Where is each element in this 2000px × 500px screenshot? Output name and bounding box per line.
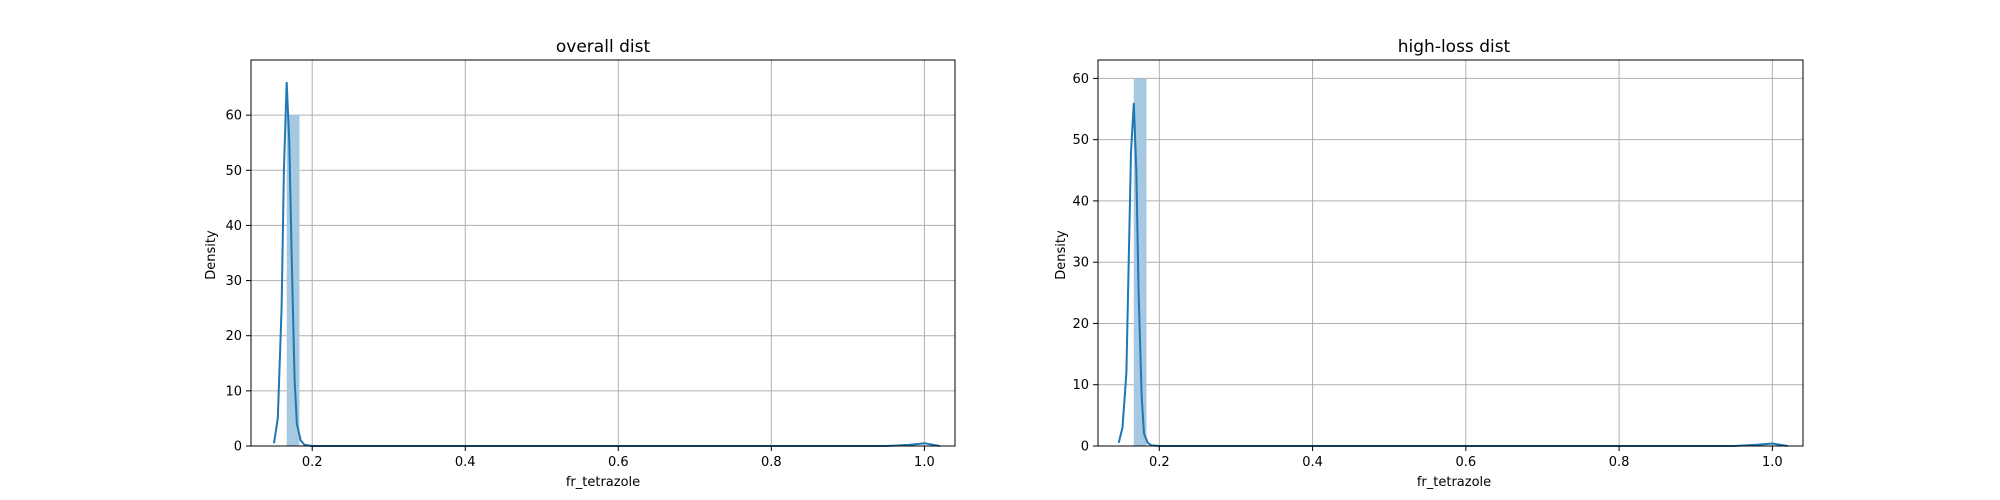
chart-title: overall dist [556, 37, 651, 57]
y-tick-label: 10 [1072, 378, 1089, 393]
y-tick-label: 40 [1072, 194, 1089, 209]
y-tick-label: 30 [1072, 256, 1089, 271]
plot-area: 0.2 0.4 0.6 0.8 1.0 0 10 20 30 40 50 60 [225, 59, 956, 470]
x-axis-label: fr_tetrazole [566, 475, 640, 490]
kde-line [273, 82, 940, 447]
x-tick-label: 0.4 [455, 455, 476, 470]
x-tick-label: 0.8 [1609, 455, 1630, 470]
plot-area: 0.2 0.4 0.6 0.8 1.0 0 10 20 30 40 50 60 [1072, 59, 1804, 470]
panel-overall-dist: 0.2 0.4 0.6 0.8 1.0 0 10 20 30 40 50 60 overall dis… [204, 37, 956, 490]
y-tick-label: 20 [1072, 317, 1089, 332]
x-tick-label: 1.0 [1762, 455, 1783, 470]
y-axis-label: Density [204, 230, 219, 280]
x-tick-label: 0.6 [1455, 455, 1476, 470]
x-tick-label: 0.8 [761, 455, 782, 470]
y-tick-label: 60 [225, 109, 242, 124]
y-tick-label: 10 [225, 384, 242, 399]
y-axis-label: Density [1054, 230, 1069, 280]
panel-high-loss-dist: 0.2 0.4 0.6 0.8 1.0 0 10 20 30 40 50 60 high-loss d… [1054, 37, 1804, 490]
axes-frame [1097, 59, 1804, 447]
x-tick-label: 0.2 [1149, 455, 1170, 470]
y-tick-label: 40 [225, 219, 242, 234]
y-tick-label: 20 [225, 329, 242, 344]
y-tick-label: 50 [1072, 133, 1089, 148]
x-tick-label: 0.2 [302, 455, 323, 470]
kde-line [1117, 102, 1788, 447]
axes-frame [250, 59, 956, 447]
y-tick-label: 50 [225, 164, 242, 179]
y-tick-label: 30 [225, 274, 242, 289]
y-tick-label: 0 [234, 440, 242, 455]
y-tick-label: 60 [1072, 72, 1089, 87]
x-axis-label: fr_tetrazole [1417, 475, 1491, 490]
x-tick-label: 0.6 [608, 455, 629, 470]
x-tick-label: 1.0 [914, 455, 935, 470]
chart-title: high-loss dist [1398, 37, 1511, 57]
y-tick-label: 0 [1081, 440, 1089, 455]
x-tick-label: 0.4 [1302, 455, 1323, 470]
